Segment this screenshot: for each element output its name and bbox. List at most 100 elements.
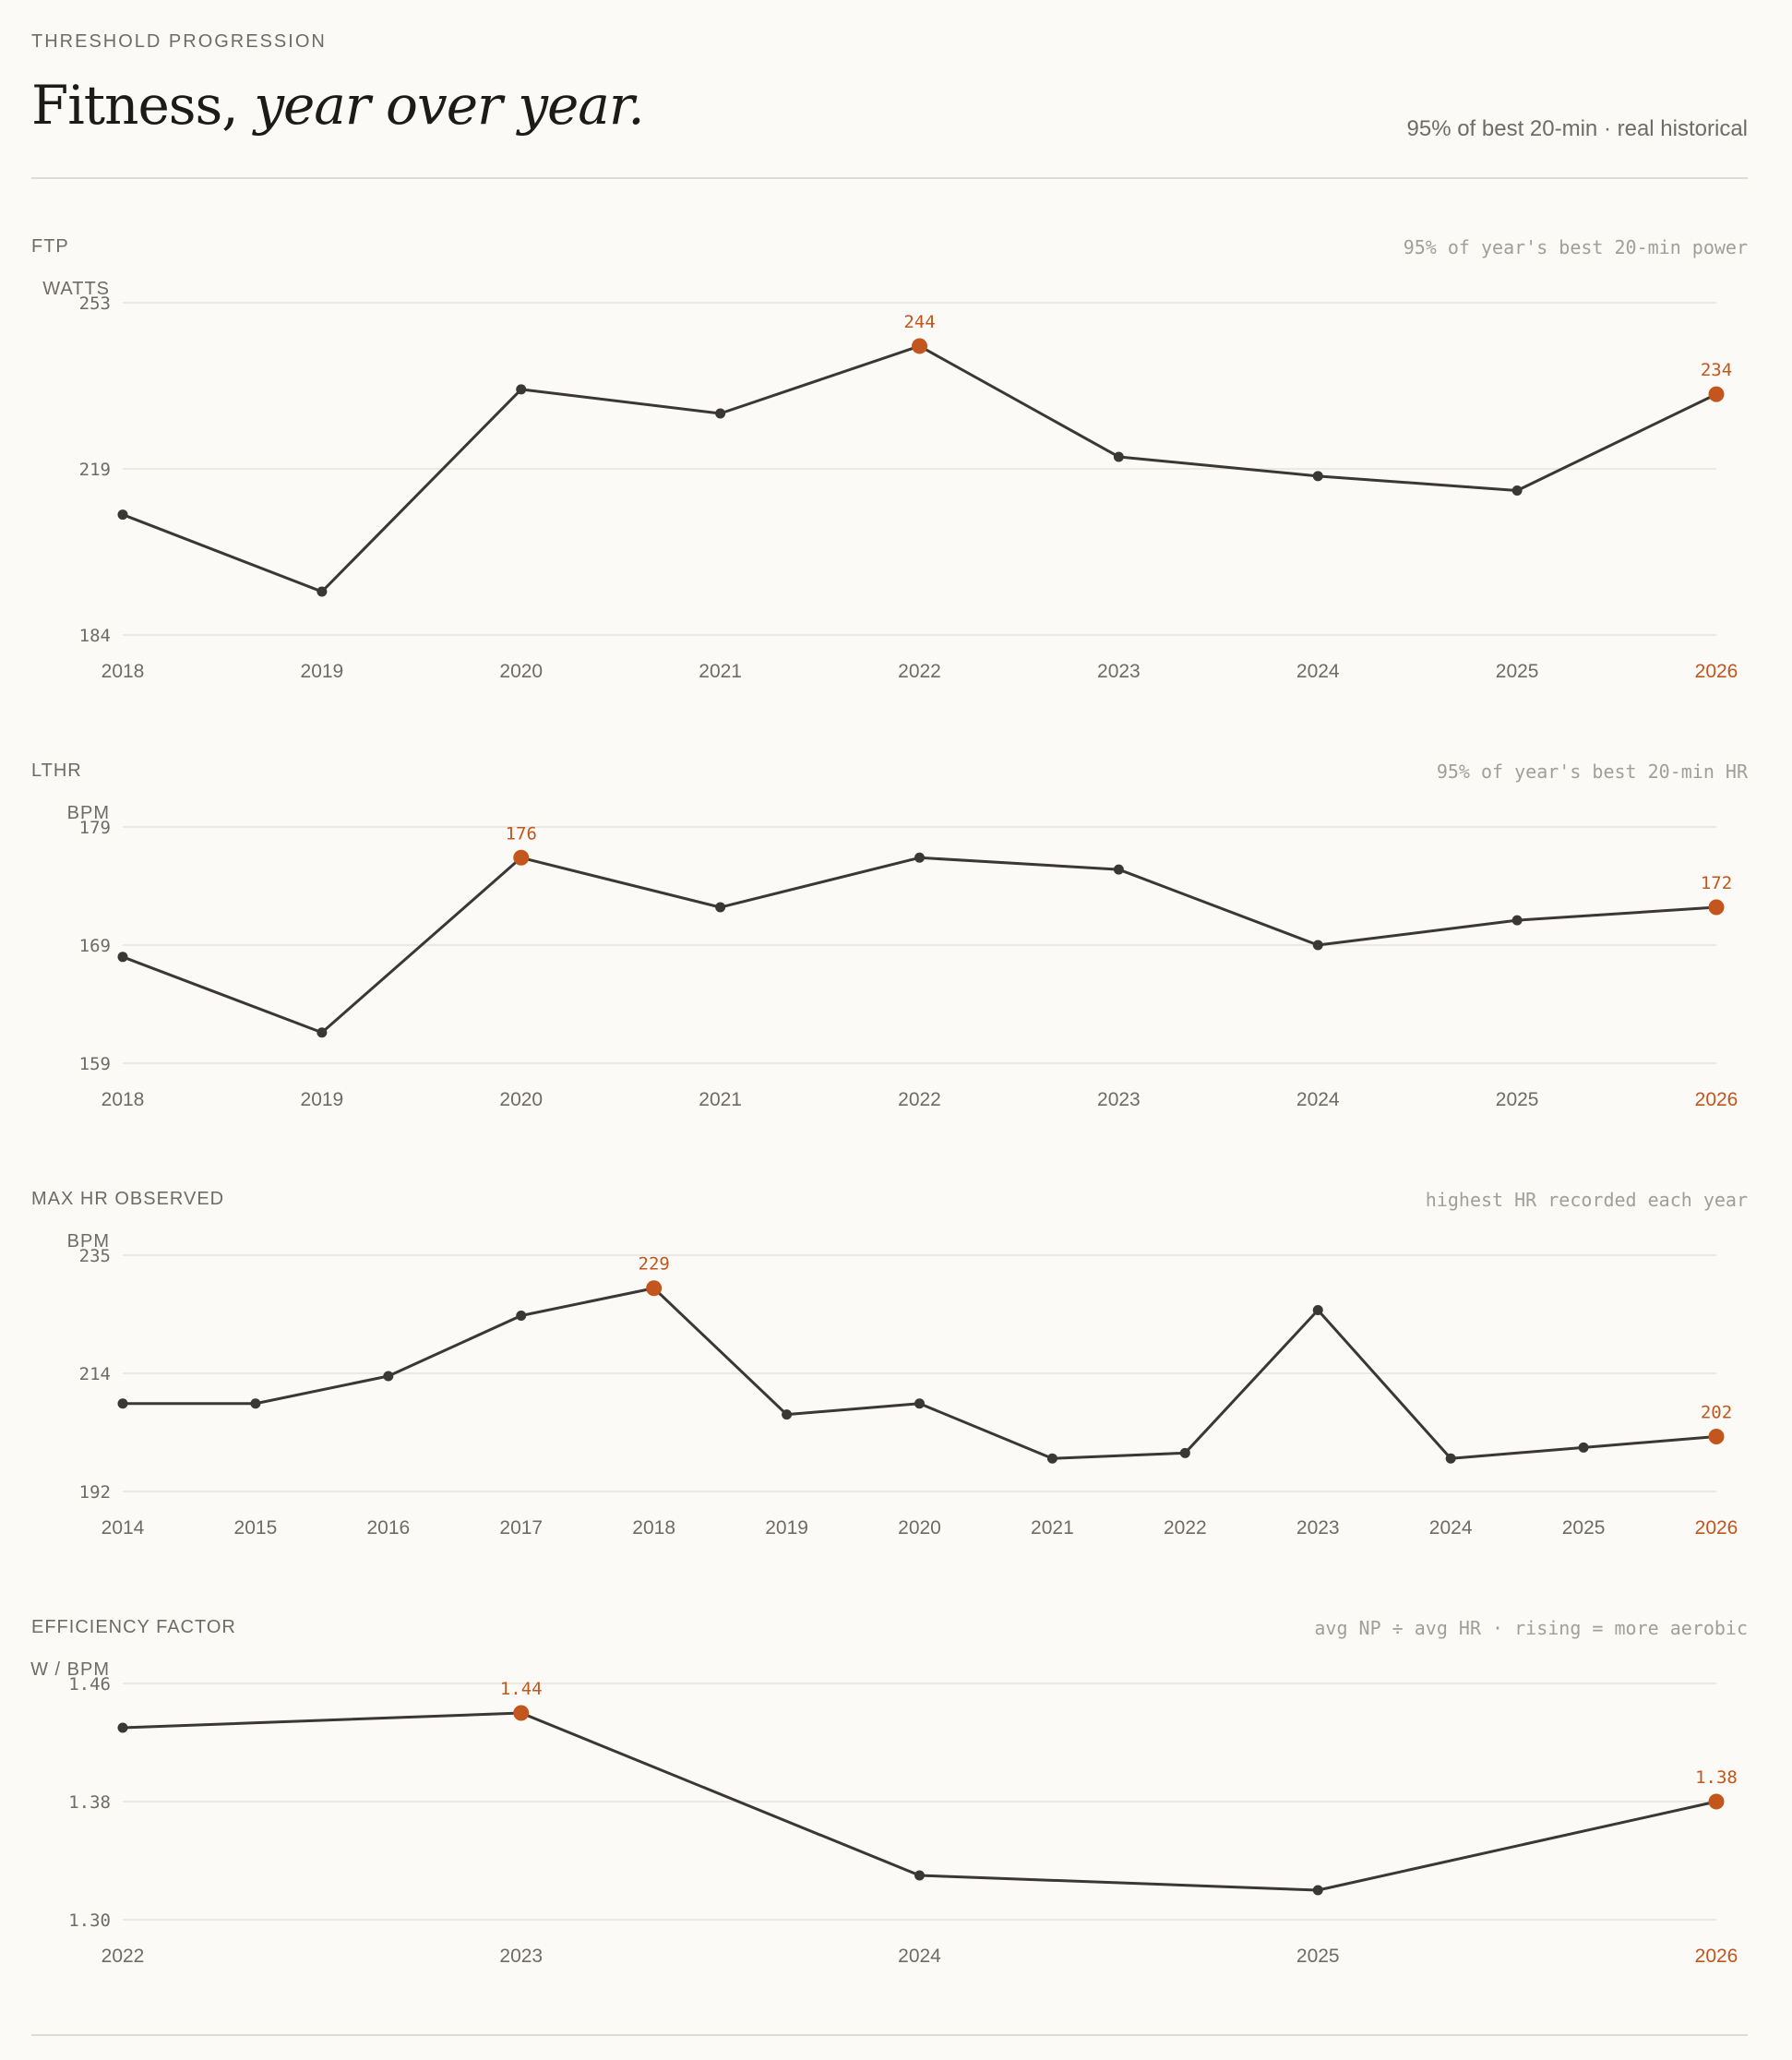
y-tick-label: 169: [79, 936, 111, 956]
x-tick-label: 2024: [1296, 1089, 1340, 1110]
header-divider: [31, 177, 1748, 179]
data-point: [516, 1310, 527, 1321]
x-tick-label: 2017: [499, 1517, 543, 1539]
efficiency-factor-chart: 1.46 1.38 1.30 1.44 1.38 2022 2023 2024 2025 2026: [68, 1674, 1738, 1967]
y-unit-label: W / BPM: [30, 1659, 110, 1680]
x-tick-label: 2025: [1562, 1517, 1606, 1539]
x-tick-label: 2018: [632, 1517, 675, 1539]
x-tick-label: 2021: [699, 1089, 742, 1110]
data-point: [782, 1409, 793, 1420]
highlight-point: [1708, 1428, 1725, 1444]
max-hr-panel: MAX HR OBSERVED highest HR recorded each…: [0, 1189, 1792, 1558]
data-label: 244: [903, 312, 935, 332]
x-tick-label: 2025: [1296, 1946, 1340, 1967]
data-point: [914, 1870, 925, 1881]
x-tick-label: 2021: [699, 661, 742, 682]
y-tick-label: 214: [79, 1364, 111, 1384]
data-point: [117, 1398, 128, 1409]
x-tick-label: 2020: [499, 661, 543, 682]
highlight-point: [912, 338, 927, 354]
efficiency-factor-panel: EFFICIENCY FACTOR avg NP ÷ avg HR · risi…: [0, 1617, 1792, 1986]
data-point: [117, 509, 128, 521]
highlight-point: [513, 1705, 530, 1721]
data-point: [914, 1398, 925, 1409]
page-subtitle: 95% of best 20-min · real historical: [1406, 116, 1749, 141]
x-tick-label: 2014: [102, 1517, 145, 1539]
x-tick-label: 2018: [102, 661, 145, 682]
x-tick-label: 2016: [366, 1517, 410, 1539]
data-point: [117, 952, 128, 963]
x-tick-label: 2020: [499, 1089, 543, 1110]
x-tick-label: 2024: [1429, 1517, 1473, 1539]
data-point: [1511, 915, 1523, 926]
data-point: [914, 852, 925, 863]
x-tick-label: 2023: [1296, 1517, 1340, 1539]
x-tick-label: 2023: [499, 1946, 543, 1967]
y-tick-label: 1.30: [68, 1910, 111, 1931]
ftp-chart: 253 219 184 244 234 2018 2019 2020 2021 2022 2023 2…: [79, 293, 1738, 682]
eyebrow: THRESHOLD PROGRESSION: [31, 31, 327, 52]
panel-label: LTHR: [31, 761, 82, 781]
panel-label: EFFICIENCY FACTOR: [31, 1617, 236, 1637]
highlight-point: [1708, 1793, 1725, 1810]
x-tick-label: 2022: [102, 1946, 145, 1967]
highlight-point: [646, 1280, 663, 1297]
data-point: [1179, 1447, 1190, 1458]
y-unit-label: BPM: [66, 803, 110, 823]
title-main: Fitness,: [31, 74, 239, 137]
x-tick-label: 2022: [898, 1089, 941, 1110]
x-tick-label: 2022: [1164, 1517, 1207, 1539]
x-tick-label: 2019: [301, 1089, 344, 1110]
data-point: [1113, 451, 1124, 462]
x-tick-label: 2026: [1695, 1089, 1738, 1110]
data-point: [1113, 864, 1124, 875]
y-tick-label: 235: [79, 1246, 111, 1266]
x-tick-label: 2015: [234, 1517, 278, 1539]
x-tick-label: 2021: [1031, 1517, 1074, 1539]
x-tick-label: 2019: [301, 661, 344, 682]
x-tick-label: 2025: [1496, 1089, 1539, 1110]
max-hr-chart: 235 214 192 229 202 2014 2015 2016 2017 2018 2019 2…: [79, 1246, 1738, 1539]
y-unit-label: WATTS: [42, 279, 110, 299]
y-tick-label: 179: [79, 818, 111, 838]
page-title: Fitness, year over year.: [31, 74, 645, 137]
data-point: [250, 1398, 261, 1409]
lthr-chart: 179 169 159 176 172 2018 2019 2020 2021 2022 2023 2…: [79, 818, 1738, 1110]
panel-note: avg NP ÷ avg HR · rising = more aerobic: [1314, 1617, 1748, 1639]
x-tick-label: 2024: [898, 1946, 941, 1967]
x-tick-label: 2018: [102, 1089, 145, 1110]
data-point: [1312, 1885, 1323, 1896]
x-tick-label: 2023: [1097, 1089, 1141, 1110]
y-tick-label: 184: [79, 626, 111, 646]
data-label: 1.44: [500, 1679, 543, 1699]
data-point: [1312, 471, 1323, 482]
footer-divider: [31, 2034, 1748, 2036]
data-point: [715, 408, 726, 419]
ftp-panel: FTP 95% of year's best 20-min power WATT…: [0, 236, 1792, 689]
panel-note: 95% of year's best 20-min HR: [1436, 761, 1748, 783]
x-tick-label: 2019: [765, 1517, 808, 1539]
data-label: 229: [639, 1254, 670, 1275]
data-point: [317, 1027, 328, 1038]
data-point: [1046, 1453, 1057, 1464]
panel-label: MAX HR OBSERVED: [31, 1189, 225, 1209]
data-point: [1445, 1453, 1456, 1464]
y-tick-label: 219: [79, 460, 111, 480]
data-point: [117, 1722, 128, 1733]
highlight-point: [1708, 386, 1725, 402]
title-emphasis: year over year.: [254, 74, 644, 137]
x-tick-label: 2024: [1296, 661, 1340, 682]
data-label: 202: [1701, 1402, 1732, 1422]
data-point: [1312, 940, 1323, 951]
data-point: [317, 586, 328, 597]
data-point: [1511, 485, 1523, 496]
data-point: [516, 384, 527, 395]
y-tick-label: 253: [79, 293, 111, 314]
data-point: [383, 1371, 394, 1382]
data-point: [1578, 1442, 1589, 1453]
x-tick-label: 2020: [898, 1517, 941, 1539]
y-tick-label: 1.46: [68, 1674, 111, 1695]
data-label: 1.38: [1695, 1767, 1738, 1788]
panel-note: 95% of year's best 20-min power: [1403, 236, 1748, 258]
